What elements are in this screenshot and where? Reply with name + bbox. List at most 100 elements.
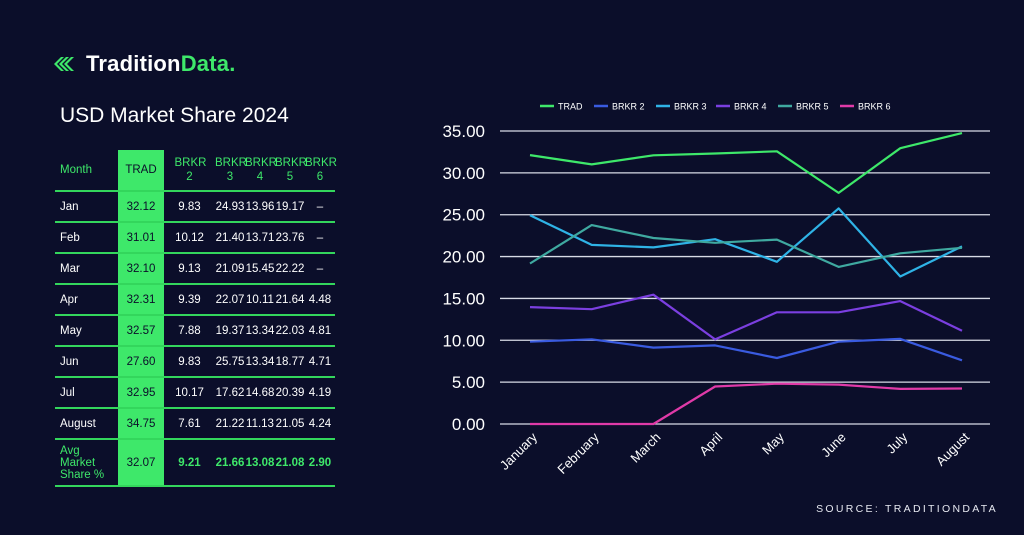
row-cell: 13.96	[245, 190, 275, 222]
row-cell: 9.83	[164, 190, 215, 222]
y-tick-label: 30.00	[442, 164, 485, 183]
row-cell: 32.31	[118, 283, 164, 315]
table-row: Apr 32.31 9.39 22.07 10.11 21.64 4.48	[55, 283, 335, 315]
row-cell: 13.71	[245, 221, 275, 253]
row-cell: 4.71	[305, 345, 335, 377]
legend-label: BRKR 4	[734, 102, 767, 112]
header-brkr2: BRKR 2	[174, 157, 207, 183]
row-month: May	[55, 314, 118, 346]
row-cell: 14.68	[245, 376, 275, 408]
avg-brkr5: 21.08	[275, 438, 305, 487]
row-cell: 11.13	[245, 407, 275, 439]
series-line-brkr3	[529, 207, 963, 278]
row-cell: 7.61	[164, 407, 215, 439]
avg-trad: 32.07	[118, 438, 164, 487]
x-tick-label: May	[759, 429, 787, 457]
avg-brkr2: 9.21	[164, 438, 215, 487]
legend-label: BRKR 5	[796, 102, 829, 112]
row-month: August	[55, 407, 118, 439]
x-tick-label: January	[497, 429, 541, 473]
x-tick-label: March	[627, 430, 663, 466]
row-month: Feb	[55, 221, 118, 253]
row-cell: 19.17	[275, 190, 305, 222]
row-cell: 22.22	[275, 252, 305, 284]
row-cell: 23.76	[275, 221, 305, 253]
legend-label: BRKR 2	[612, 102, 645, 112]
x-tick-label: June	[818, 430, 849, 461]
legend-label: TRAD	[558, 102, 583, 112]
row-cell: 4.24	[305, 407, 335, 439]
series-line-brkr4	[529, 293, 963, 341]
row-cell: 10.11	[245, 283, 275, 315]
row-cell: 20.39	[275, 376, 305, 408]
table-row: Jul 32.95 10.17 17.62 14.68 20.39 4.19	[55, 376, 335, 408]
x-tick-label: August	[933, 429, 972, 468]
row-cell: 4.81	[305, 314, 335, 346]
row-cell: 27.60	[118, 345, 164, 377]
row-cell: 4.19	[305, 376, 335, 408]
row-cell: 9.13	[164, 252, 215, 284]
x-tick-label: February	[554, 429, 602, 477]
tradition-logo-icon	[54, 57, 74, 71]
x-tick-label: April	[696, 429, 725, 458]
row-cell: 19.37	[215, 314, 245, 346]
y-tick-label: 15.00	[442, 289, 485, 308]
table-row: August 34.75 7.61 21.22 11.13 21.05 4.24	[55, 407, 335, 439]
y-tick-label: 25.00	[442, 206, 485, 225]
table-header-row: Month TRAD BRKR 2 BRKR 3 BRKR 4 BRKR 5 B…	[55, 150, 337, 191]
row-cell: 21.40	[215, 221, 245, 253]
row-month: Apr	[55, 283, 118, 315]
row-month: Mar	[55, 252, 118, 284]
row-cell: 21.22	[215, 407, 245, 439]
row-month: Jun	[55, 345, 118, 377]
row-cell: 22.03	[275, 314, 305, 346]
row-cell: 10.17	[164, 376, 215, 408]
row-month: Jul	[55, 376, 118, 408]
row-cell: 17.62	[215, 376, 245, 408]
row-cell: 4.48	[305, 283, 335, 315]
row-cell: 34.75	[118, 407, 164, 439]
header-month: Month	[60, 164, 92, 176]
table-title: USD Market Share 2024	[60, 104, 289, 127]
y-tick-label: 20.00	[442, 248, 485, 267]
row-cell: 18.77	[275, 345, 305, 377]
row-cell: –	[305, 252, 335, 284]
table-row: Feb 31.01 10.12 21.40 13.71 23.76–	[55, 221, 335, 253]
y-tick-label: 10.00	[442, 331, 485, 350]
x-tick-label: July	[883, 429, 910, 456]
row-cell: –	[305, 190, 335, 222]
header-brkr5: BRKR 5	[275, 157, 307, 183]
series-line-brkr6	[530, 382, 963, 426]
brand-name: TraditionData.	[86, 51, 236, 76]
table-row: May 32.57 7.88 19.37 13.34 22.03 4.81	[55, 314, 335, 346]
legend-label: BRKR 6	[858, 102, 891, 112]
table-row: Jan 32.12 9.83 24.93 13.96 19.17–	[55, 190, 335, 222]
row-cell: 24.93	[215, 190, 245, 222]
row-cell: 32.10	[118, 252, 164, 284]
table-body: Jan 32.12 9.83 24.93 13.96 19.17– Feb 31.01 10.1…	[55, 190, 335, 439]
row-cell: 25.75	[215, 345, 245, 377]
row-cell: 31.01	[118, 221, 164, 253]
row-cell: 7.88	[164, 314, 215, 346]
header-brkr4: BRKR 4	[245, 157, 277, 183]
row-cell: 9.83	[164, 345, 215, 377]
row-cell: 21.64	[275, 283, 305, 315]
row-cell: 13.34	[245, 345, 275, 377]
row-cell: 32.12	[118, 190, 164, 222]
row-cell: 32.95	[118, 376, 164, 408]
row-cell: 21.09	[215, 252, 245, 284]
header-brkr3: BRKR 3	[215, 157, 247, 183]
row-cell: 9.39	[164, 283, 215, 315]
row-cell: 15.45	[245, 252, 275, 284]
row-cell: 21.05	[275, 407, 305, 439]
header-trad: TRAD	[118, 150, 164, 191]
avg-label: Avg Market Share %	[55, 438, 118, 487]
avg-brkr3: 21.66	[215, 438, 245, 487]
row-cell: 32.57	[118, 314, 164, 346]
market-share-table: Month TRAD BRKR 2 BRKR 3 BRKR 4 BRKR 5 B…	[55, 150, 337, 487]
table-row: Jun 27.60 9.83 25.75 13.34 18.77 4.71	[55, 345, 335, 377]
row-cell: 22.07	[215, 283, 245, 315]
y-tick-label: 0.00	[452, 415, 485, 434]
series-line-trad	[529, 132, 963, 194]
